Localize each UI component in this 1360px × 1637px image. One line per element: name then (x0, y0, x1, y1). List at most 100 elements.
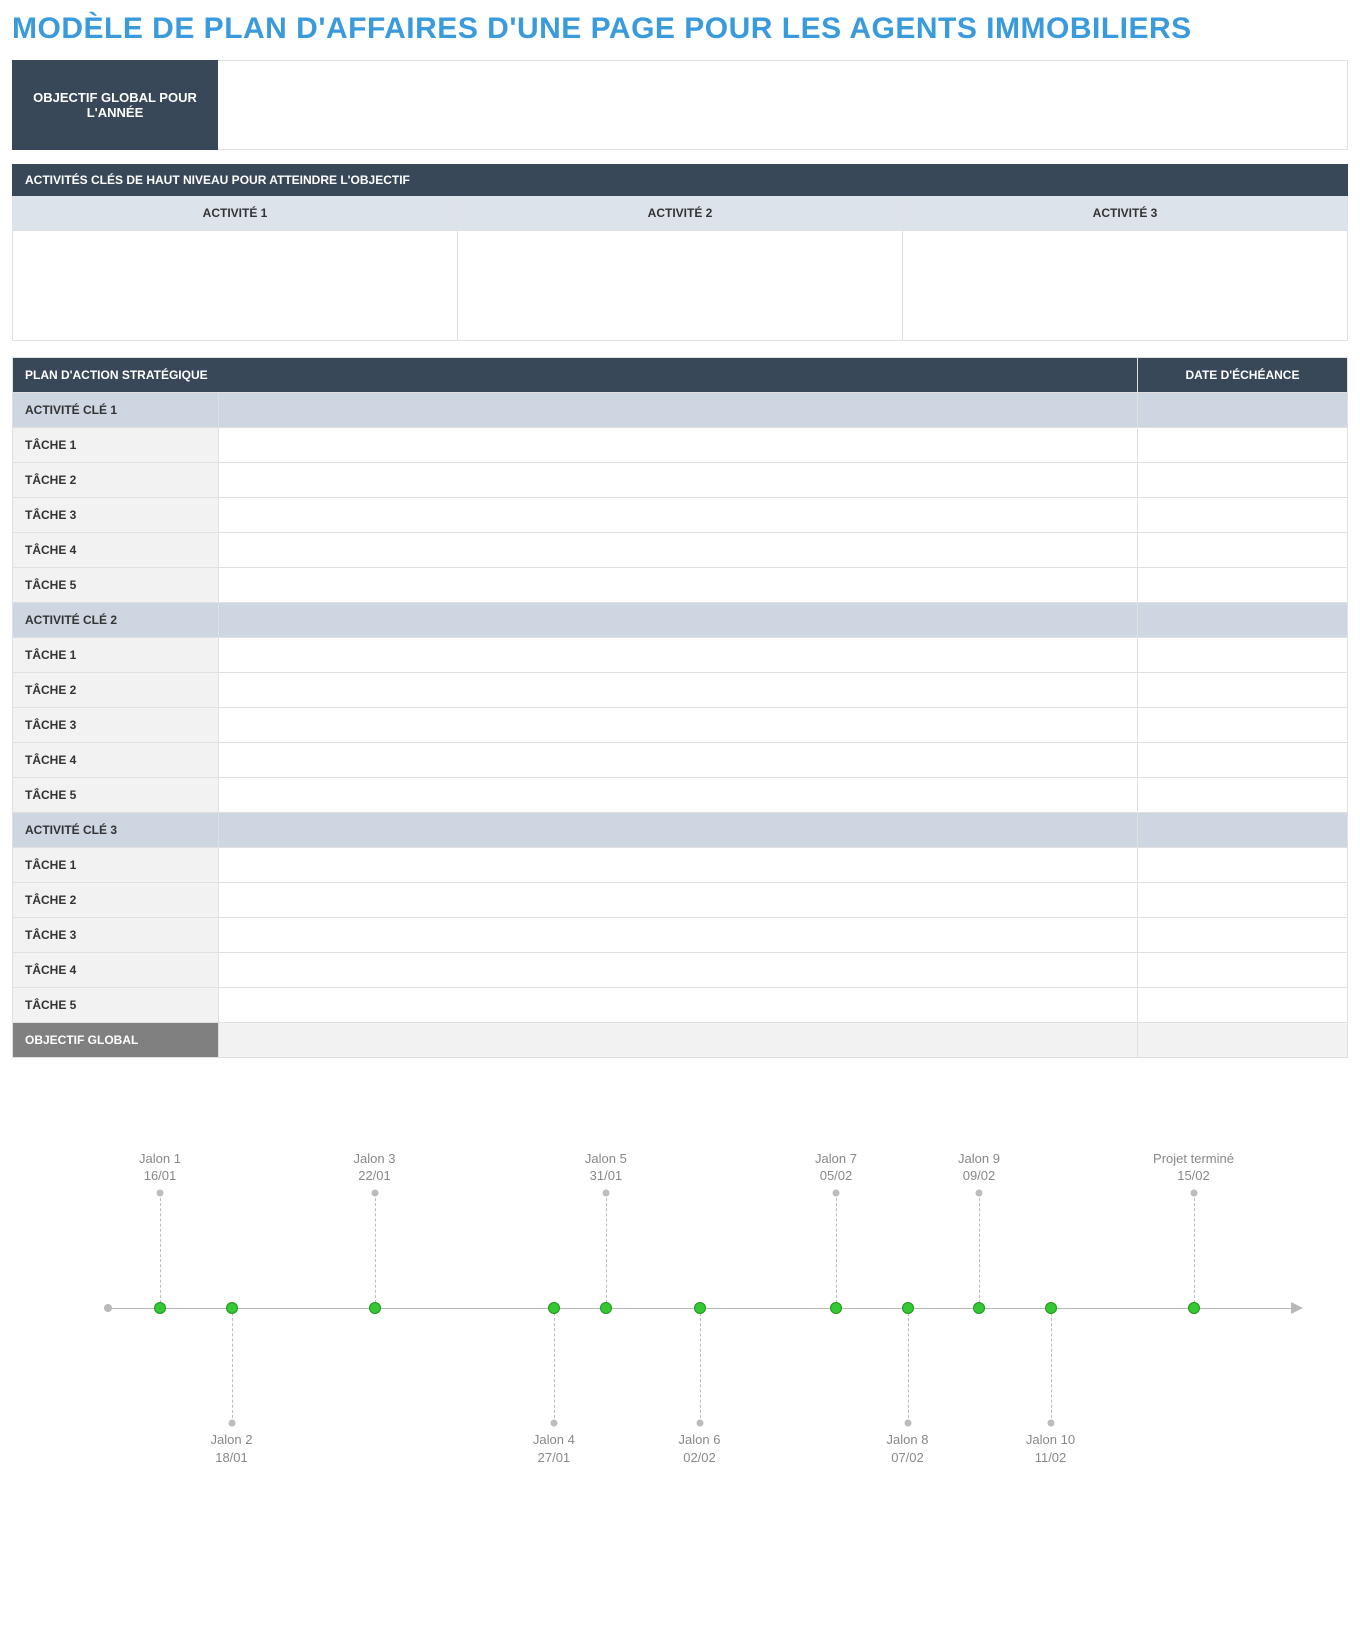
timeline-milestone-label: Jalon 218/01 (211, 1431, 253, 1466)
plan-task-row: TÂCHE 2 (13, 463, 1348, 498)
plan-task-due[interactable] (1138, 953, 1348, 988)
plan-task-desc[interactable] (219, 428, 1138, 463)
plan-task-desc[interactable] (219, 638, 1138, 673)
plan-header-left: PLAN D'ACTION STRATÉGIQUE (13, 358, 1138, 393)
plan-task-label: TÂCHE 3 (13, 918, 219, 953)
timeline-stem (606, 1193, 607, 1308)
plan-task-label: TÂCHE 4 (13, 533, 219, 568)
timeline-stem (1194, 1193, 1195, 1308)
plan-task-due[interactable] (1138, 498, 1348, 533)
plan-task-due[interactable] (1138, 673, 1348, 708)
plan-task-label: TÂCHE 5 (13, 778, 219, 813)
timeline-milestone-label: Jalon 807/02 (887, 1431, 929, 1466)
timeline-milestone-label: Jalon 909/02 (958, 1150, 1000, 1185)
plan-task-due[interactable] (1138, 568, 1348, 603)
plan-task-due[interactable] (1138, 918, 1348, 953)
plan-activity-row: ACTIVITÉ CLÉ 3 (13, 813, 1348, 848)
key-activities-column-headers: ACTIVITÉ 1 ACTIVITÉ 2 ACTIVITÉ 3 (12, 196, 1348, 231)
timeline-stem (160, 1193, 161, 1308)
plan-task-desc[interactable] (219, 988, 1138, 1023)
timeline-stem (908, 1308, 909, 1423)
plan-global-due[interactable] (1138, 1023, 1348, 1058)
timeline-milestone-label: Jalon 116/01 (139, 1150, 181, 1185)
plan-activity-due[interactable] (1138, 603, 1348, 638)
key-activity-col-2-cell[interactable] (458, 231, 903, 341)
plan-task-label: TÂCHE 2 (13, 883, 219, 918)
plan-task-due[interactable] (1138, 883, 1348, 918)
timeline-milestone-label: Jalon 705/02 (815, 1150, 857, 1185)
key-activities-header: ACTIVITÉS CLÉS DE HAUT NIVEAU POUR ATTEI… (12, 164, 1348, 196)
timeline-stem-end (696, 1420, 703, 1427)
key-activity-col-3-cell[interactable] (903, 231, 1348, 341)
global-objective-field[interactable] (218, 60, 1348, 150)
plan-task-due[interactable] (1138, 848, 1348, 883)
plan-activity-label: ACTIVITÉ CLÉ 3 (13, 813, 219, 848)
plan-task-label: TÂCHE 4 (13, 953, 219, 988)
timeline-stem-end (976, 1190, 983, 1197)
timeline-stem-end (550, 1420, 557, 1427)
key-activity-col-3-header: ACTIVITÉ 3 (903, 196, 1348, 231)
plan-task-label: TÂCHE 2 (13, 463, 219, 498)
plan-task-due[interactable] (1138, 988, 1348, 1023)
timeline-stem (700, 1308, 701, 1423)
plan-task-desc[interactable] (219, 673, 1138, 708)
plan-task-row: TÂCHE 4 (13, 533, 1348, 568)
timeline-milestone-label: Jalon 427/01 (533, 1431, 575, 1466)
plan-activity-due[interactable] (1138, 813, 1348, 848)
plan-task-desc[interactable] (219, 708, 1138, 743)
timeline-stem (979, 1193, 980, 1308)
plan-task-desc[interactable] (219, 918, 1138, 953)
timeline-stem-end (1047, 1420, 1054, 1427)
plan-task-row: TÂCHE 5 (13, 568, 1348, 603)
strategic-plan-table: PLAN D'ACTION STRATÉGIQUE DATE D'ÉCHÉANC… (12, 357, 1348, 1058)
plan-task-row: TÂCHE 3 (13, 708, 1348, 743)
timeline-stem-end (833, 1190, 840, 1197)
key-activity-col-1-header: ACTIVITÉ 1 (12, 196, 458, 231)
key-activities-section: ACTIVITÉS CLÉS DE HAUT NIVEAU POUR ATTEI… (12, 164, 1348, 341)
plan-task-due[interactable] (1138, 428, 1348, 463)
key-activity-col-2-header: ACTIVITÉ 2 (458, 196, 903, 231)
plan-task-row: TÂCHE 1 (13, 848, 1348, 883)
plan-activity-due[interactable] (1138, 393, 1348, 428)
page-title: MODÈLE DE PLAN D'AFFAIRES D'UNE PAGE POU… (12, 12, 1348, 46)
key-activity-col-1-cell[interactable] (12, 231, 458, 341)
plan-task-desc[interactable] (219, 743, 1138, 778)
plan-activity-label: ACTIVITÉ CLÉ 1 (13, 393, 219, 428)
plan-task-desc[interactable] (219, 848, 1138, 883)
plan-task-due[interactable] (1138, 708, 1348, 743)
plan-global-label: OBJECTIF GLOBAL (13, 1023, 219, 1058)
timeline-milestone-dot (154, 1302, 166, 1314)
timeline-end-arrow (1291, 1302, 1303, 1314)
timeline-milestone-dot (226, 1302, 238, 1314)
plan-task-due[interactable] (1138, 778, 1348, 813)
timeline-stem-end (602, 1190, 609, 1197)
plan-task-desc[interactable] (219, 463, 1138, 498)
timeline-stem-end (904, 1420, 911, 1427)
plan-activity-desc[interactable] (219, 603, 1138, 638)
timeline-milestone-label: Jalon 531/01 (585, 1150, 627, 1185)
timeline-stem (232, 1308, 233, 1423)
plan-activity-row: ACTIVITÉ CLÉ 2 (13, 603, 1348, 638)
plan-task-desc[interactable] (219, 533, 1138, 568)
plan-task-row: TÂCHE 1 (13, 428, 1348, 463)
plan-task-due[interactable] (1138, 533, 1348, 568)
milestone-timeline: Jalon 116/01Jalon 218/01Jalon 322/01Jalo… (30, 1088, 1330, 1528)
plan-task-desc[interactable] (219, 953, 1138, 988)
plan-global-desc[interactable] (219, 1023, 1138, 1058)
plan-activity-row: ACTIVITÉ CLÉ 1 (13, 393, 1348, 428)
plan-task-desc[interactable] (219, 778, 1138, 813)
plan-task-desc[interactable] (219, 568, 1138, 603)
plan-activity-label: ACTIVITÉ CLÉ 2 (13, 603, 219, 638)
plan-activity-desc[interactable] (219, 813, 1138, 848)
plan-task-due[interactable] (1138, 638, 1348, 673)
plan-task-desc[interactable] (219, 883, 1138, 918)
plan-task-label: TÂCHE 3 (13, 498, 219, 533)
timeline-milestone-dot (369, 1302, 381, 1314)
timeline-stem-end (371, 1190, 378, 1197)
plan-activity-desc[interactable] (219, 393, 1138, 428)
timeline-milestone-dot (830, 1302, 842, 1314)
plan-task-due[interactable] (1138, 463, 1348, 498)
global-objective-label: OBJECTIF GLOBAL POUR L'ANNÉE (12, 60, 218, 150)
plan-task-desc[interactable] (219, 498, 1138, 533)
plan-task-due[interactable] (1138, 743, 1348, 778)
